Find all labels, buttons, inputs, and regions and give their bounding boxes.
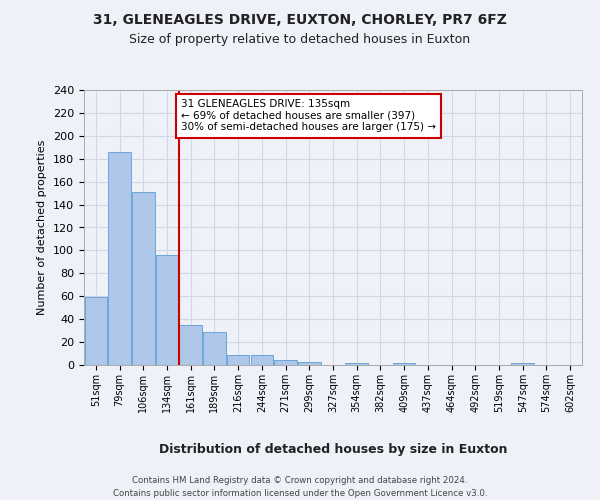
Bar [251, 354, 273, 365]
Text: Contains HM Land Registry data © Crown copyright and database right 2024.: Contains HM Land Registry data © Crown c… [132, 476, 468, 485]
Bar [298, 362, 320, 365]
Bar [132, 192, 155, 365]
Text: Contains public sector information licensed under the Open Government Licence v3: Contains public sector information licen… [113, 489, 487, 498]
Y-axis label: Number of detached properties: Number of detached properties [37, 140, 47, 315]
Bar [156, 255, 178, 365]
Text: Size of property relative to detached houses in Euxton: Size of property relative to detached ho… [130, 32, 470, 46]
Bar [203, 332, 226, 365]
Bar [511, 362, 534, 365]
Text: Distribution of detached houses by size in Euxton: Distribution of detached houses by size … [159, 442, 507, 456]
Text: 31, GLENEAGLES DRIVE, EUXTON, CHORLEY, PR7 6FZ: 31, GLENEAGLES DRIVE, EUXTON, CHORLEY, P… [93, 12, 507, 26]
Bar [274, 360, 297, 365]
Text: 31 GLENEAGLES DRIVE: 135sqm
← 69% of detached houses are smaller (397)
30% of se: 31 GLENEAGLES DRIVE: 135sqm ← 69% of det… [181, 99, 436, 132]
Bar [85, 298, 107, 365]
Bar [179, 325, 202, 365]
Bar [109, 152, 131, 365]
Bar [393, 362, 415, 365]
Bar [346, 362, 368, 365]
Bar [227, 354, 250, 365]
